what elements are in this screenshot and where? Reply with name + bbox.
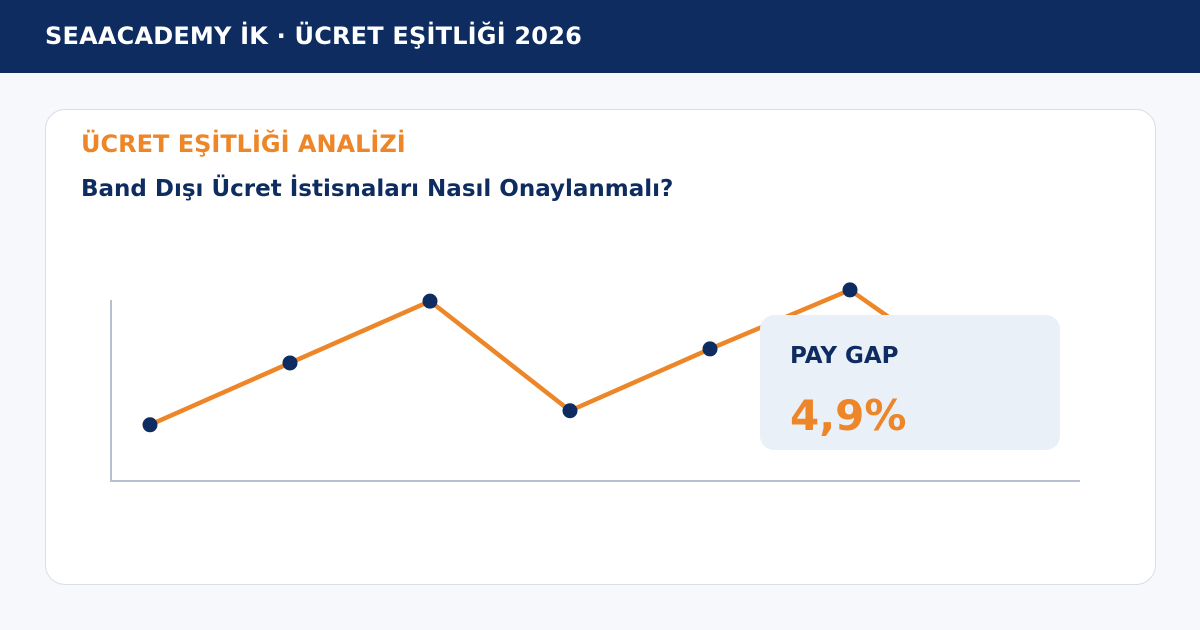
data-point [562,403,578,419]
data-point [282,355,298,371]
data-point [422,293,438,309]
stat-value: 4,9% [790,391,907,440]
data-point [842,282,858,298]
header-title: SEAACADEMY İK · ÜCRET EŞİTLİĞİ 2026 [45,22,582,50]
top-bar: SEAACADEMY İK · ÜCRET EŞİTLİĞİ 2026 [0,0,1200,73]
pay-gap-stat: PAY GAP 4,9% [760,315,1060,450]
card-eyebrow: ÜCRET EŞİTLİĞİ ANALİZİ [81,130,406,158]
stat-label: PAY GAP [790,343,899,369]
data-point [702,341,718,357]
card-headline: Band Dışı Ücret İstisnaları Nasıl Onayla… [81,176,674,202]
data-point [142,417,158,433]
